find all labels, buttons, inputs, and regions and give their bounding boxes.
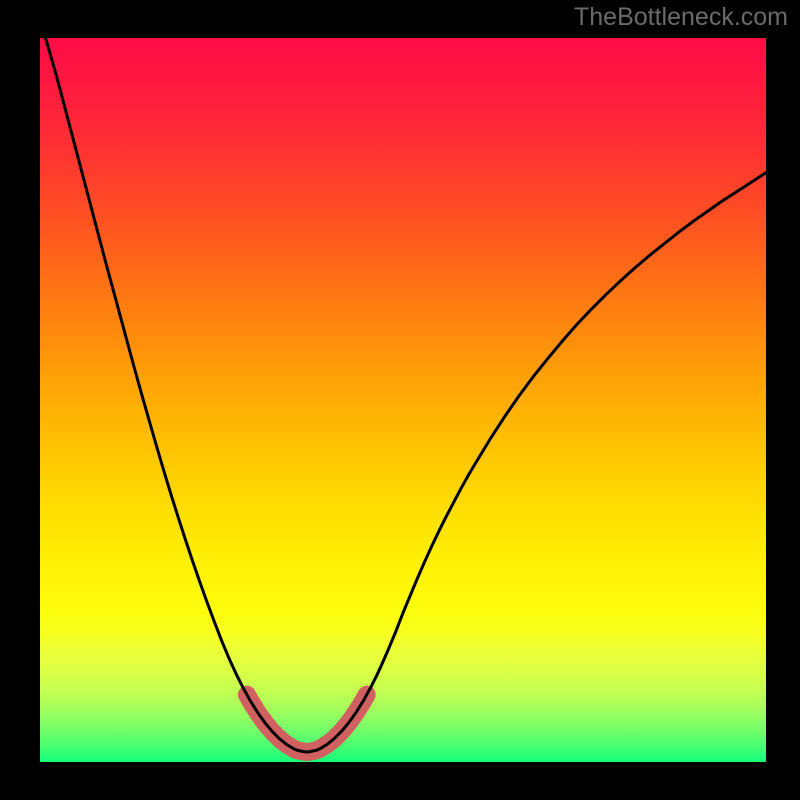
bottleneck-curve <box>40 38 766 752</box>
curve-layer <box>40 38 766 762</box>
chart-frame: TheBottleneck.com <box>0 0 800 800</box>
watermark-text: TheBottleneck.com <box>574 3 788 32</box>
plot-area <box>40 38 766 762</box>
